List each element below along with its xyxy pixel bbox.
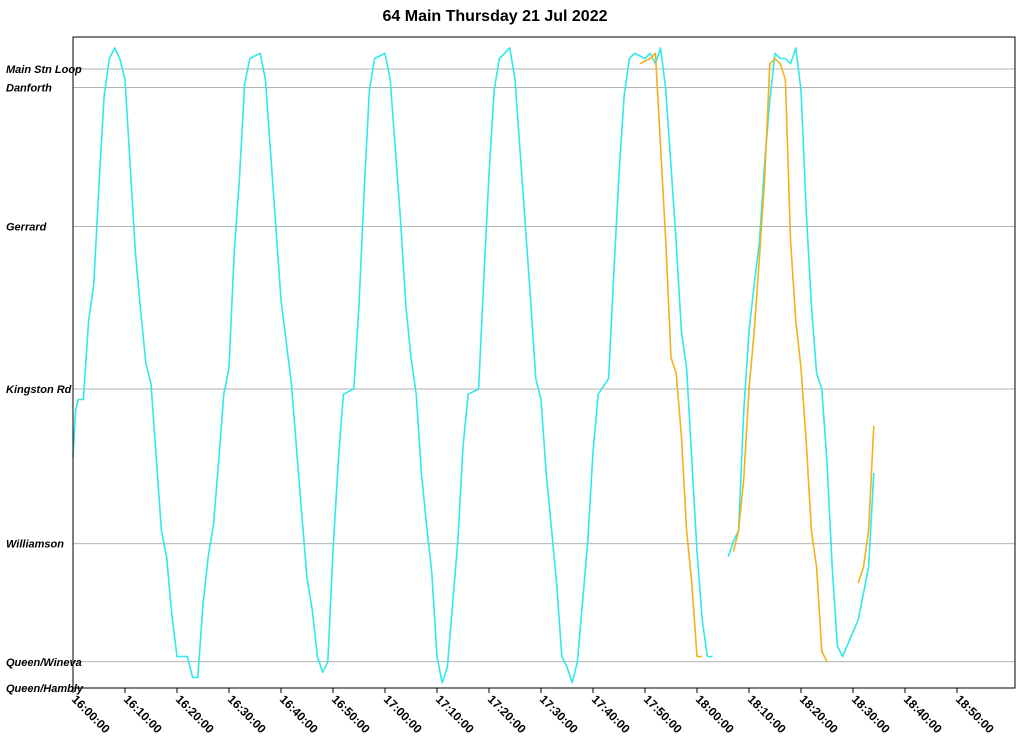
x-tick-label: 18:00:00 <box>693 692 737 736</box>
stop-label-danforth: Danforth <box>6 82 52 94</box>
x-tick-label: 17:50:00 <box>641 692 685 736</box>
plot-frame <box>72 36 1016 689</box>
series-lines <box>72 47 875 684</box>
x-tick-label: 16:40:00 <box>277 692 321 736</box>
x-tick-label: 18:20:00 <box>797 692 841 736</box>
stop-label-queen-hambly: Queen/Hambly <box>6 683 84 695</box>
series-2-line-segment-2 <box>732 57 828 663</box>
x-tick-label: 16:30:00 <box>225 692 269 736</box>
x-tick-label: 18:10:00 <box>745 692 789 736</box>
stop-label-gerrard: Gerrard <box>6 221 47 233</box>
x-tick-label: 18:30:00 <box>849 692 893 736</box>
x-tick-label: 16:50:00 <box>329 692 373 736</box>
x-tick-label: 18:40:00 <box>901 692 945 736</box>
x-tick-label: 17:00:00 <box>381 692 425 736</box>
stop-label-main-stn-loop: Main Stn Loop <box>6 64 82 76</box>
series-2-line-segment-3 <box>857 425 875 584</box>
stop-gridlines <box>73 68 1015 689</box>
x-tick-label: 16:10:00 <box>121 692 165 736</box>
x-tick-label: 17:10:00 <box>433 692 477 736</box>
x-tick-label: 16:20:00 <box>173 692 217 736</box>
series-1-line-segment-1 <box>72 47 713 684</box>
x-axis-ticks: 16:00:00 16:10:00 16:20:00 16:30:00 16:40:00… <box>69 688 997 736</box>
stop-label-kingston-rd: Kingston Rd <box>6 384 72 396</box>
x-tick-label: 17:40:00 <box>589 692 633 736</box>
stop-labels: Main Stn Loop Danforth Gerrard Kingston Rd W… <box>6 64 84 695</box>
x-tick-label: 16:00:00 <box>69 692 113 736</box>
series-2-line-segment-1 <box>639 52 703 658</box>
x-tick-label: 17:30:00 <box>537 692 581 736</box>
stop-label-williamson: Williamson <box>6 539 64 551</box>
x-tick-label: 18:50:00 <box>953 692 997 736</box>
series-1-line-segment-2 <box>727 47 875 658</box>
x-tick-label: 17:20:00 <box>485 692 529 736</box>
stop-label-queen-wineva: Queen/Wineva <box>6 657 82 669</box>
chart-title: 64 Main Thursday 21 Jul 2022 <box>383 8 608 25</box>
